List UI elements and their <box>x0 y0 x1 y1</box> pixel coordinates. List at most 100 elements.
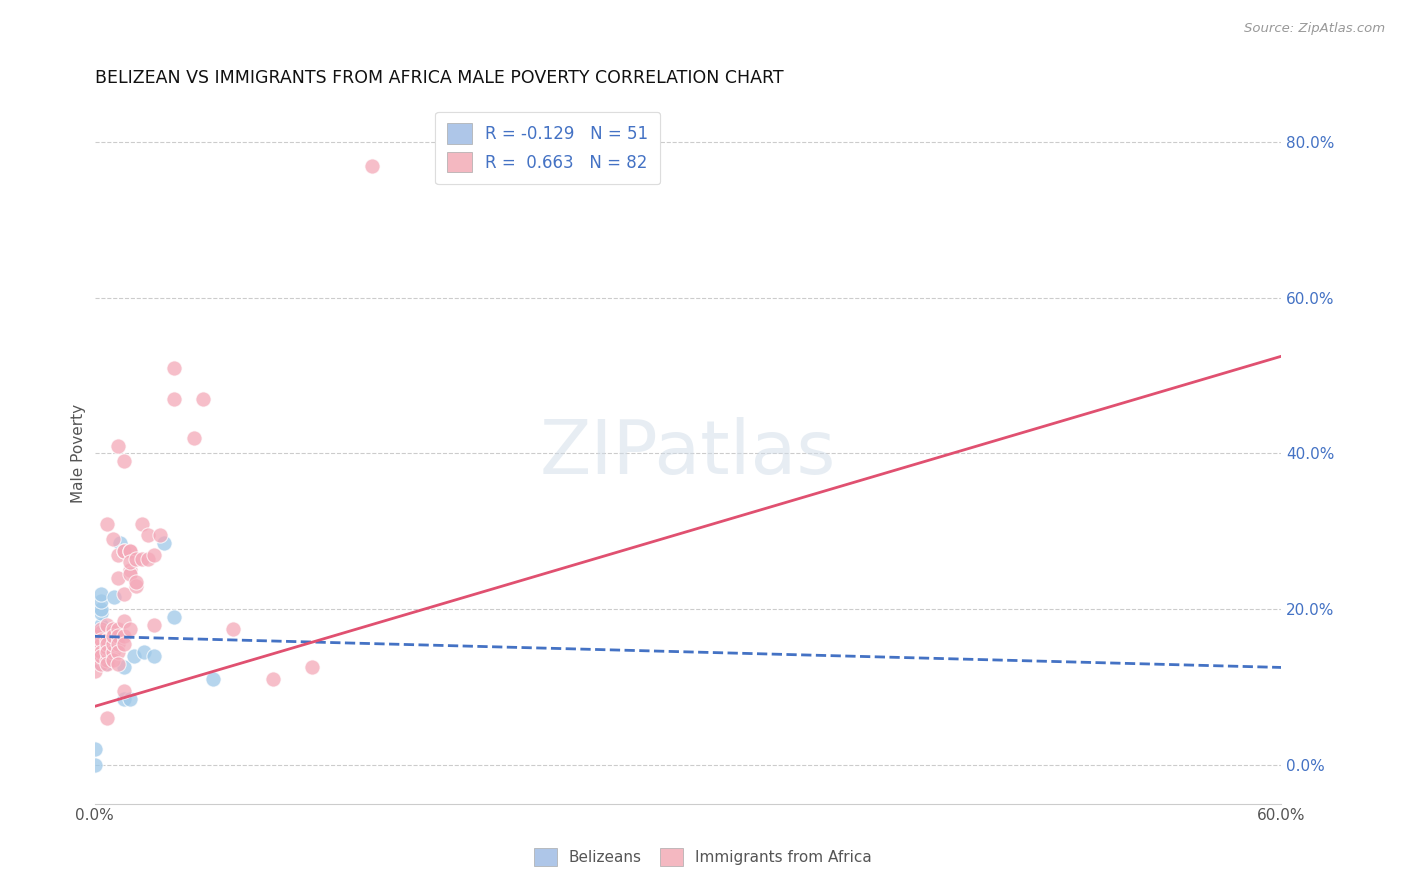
Point <box>120 543 142 558</box>
Point <box>96 657 118 671</box>
Point <box>83 665 105 679</box>
Point <box>101 653 124 667</box>
Point <box>193 392 215 406</box>
Point <box>83 625 105 640</box>
Point <box>125 579 148 593</box>
Point <box>93 640 115 655</box>
Point <box>262 672 284 686</box>
Point <box>107 548 129 562</box>
Point <box>112 691 135 706</box>
Point <box>96 637 118 651</box>
Point <box>107 645 129 659</box>
Point <box>83 742 105 756</box>
Point <box>202 672 225 686</box>
Point <box>107 629 129 643</box>
Point <box>90 617 112 632</box>
Point <box>120 556 142 570</box>
Text: BELIZEAN VS IMMIGRANTS FROM AFRICA MALE POVERTY CORRELATION CHART: BELIZEAN VS IMMIGRANTS FROM AFRICA MALE … <box>94 69 783 87</box>
Point <box>107 439 129 453</box>
Point <box>143 648 166 663</box>
Point <box>107 571 129 585</box>
Point <box>90 633 112 648</box>
Point <box>183 431 205 445</box>
Point <box>97 633 120 648</box>
Point <box>110 536 132 550</box>
Point <box>125 574 148 589</box>
Point <box>120 691 142 706</box>
Point <box>101 625 124 640</box>
Point <box>90 602 112 616</box>
Point <box>96 711 118 725</box>
Point <box>90 586 112 600</box>
Point <box>153 536 176 550</box>
Point <box>90 648 112 663</box>
Point <box>136 551 159 566</box>
Point <box>96 653 118 667</box>
Point <box>131 551 153 566</box>
Point <box>97 629 120 643</box>
Point <box>103 629 125 643</box>
Point <box>93 657 115 671</box>
Point <box>90 594 112 608</box>
Point <box>96 617 118 632</box>
Point <box>222 622 245 636</box>
Point <box>103 591 125 605</box>
Point <box>143 548 166 562</box>
Point <box>101 532 124 546</box>
Point <box>90 637 112 651</box>
Point <box>83 633 105 648</box>
Y-axis label: Male Poverty: Male Poverty <box>72 404 86 503</box>
Point <box>112 543 135 558</box>
Point <box>120 563 142 577</box>
Point <box>96 633 118 648</box>
Point <box>163 610 186 624</box>
Point <box>90 625 112 640</box>
Text: Source: ZipAtlas.com: Source: ZipAtlas.com <box>1244 22 1385 36</box>
Text: ZIPatlas: ZIPatlas <box>540 417 837 490</box>
Point <box>101 622 124 636</box>
Point <box>131 516 153 531</box>
Point <box>125 551 148 566</box>
Point <box>101 645 124 659</box>
Point <box>83 648 105 663</box>
Point <box>112 683 135 698</box>
Point <box>83 633 105 648</box>
Point <box>90 648 112 663</box>
Point <box>122 648 145 663</box>
Point <box>107 622 129 636</box>
Legend: Belizeans, Immigrants from Africa: Belizeans, Immigrants from Africa <box>524 838 882 875</box>
Point <box>112 637 135 651</box>
Point <box>112 660 135 674</box>
Point <box>97 629 120 643</box>
Point <box>90 622 112 636</box>
Point <box>90 657 112 671</box>
Point <box>90 606 112 620</box>
Point <box>93 637 115 651</box>
Point <box>120 543 142 558</box>
Point <box>149 528 172 542</box>
Point <box>83 757 105 772</box>
Point <box>97 637 120 651</box>
Point <box>163 360 186 375</box>
Point <box>163 392 186 406</box>
Point <box>101 637 124 651</box>
Point <box>143 617 166 632</box>
Point <box>90 637 112 651</box>
Legend: R = -0.129   N = 51, R =  0.663   N = 82: R = -0.129 N = 51, R = 0.663 N = 82 <box>436 112 659 184</box>
Point <box>112 586 135 600</box>
Point <box>96 645 118 659</box>
Point <box>83 629 105 643</box>
Point <box>107 637 129 651</box>
Point <box>136 528 159 542</box>
Point <box>93 648 115 663</box>
Point <box>90 640 112 655</box>
Point <box>112 614 135 628</box>
Point <box>112 629 135 643</box>
Point <box>96 640 118 655</box>
Point <box>120 567 142 582</box>
Point <box>107 657 129 671</box>
Point <box>301 660 323 674</box>
Point <box>90 645 112 659</box>
Point <box>83 640 105 655</box>
Point <box>120 622 142 636</box>
